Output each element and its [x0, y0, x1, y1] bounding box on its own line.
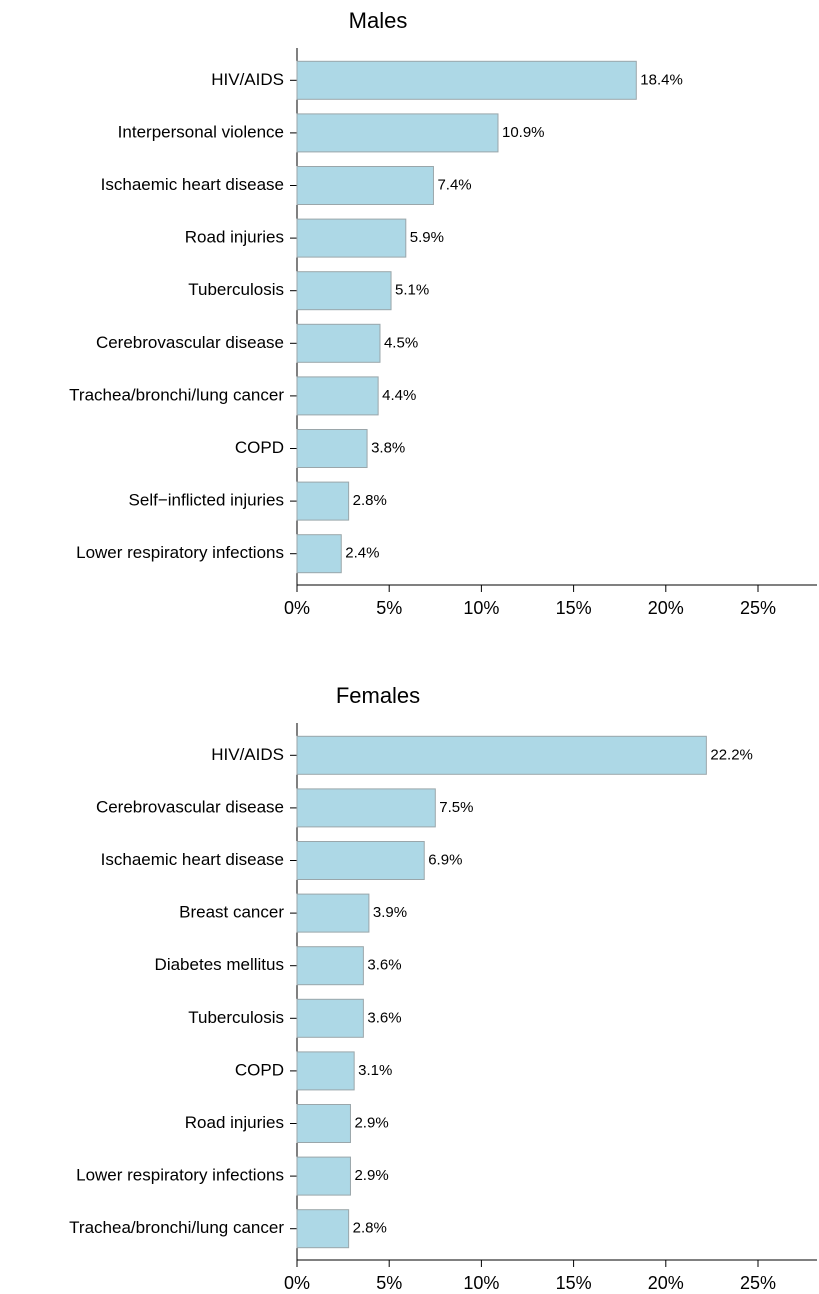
- x-tick-label: 10%: [463, 1273, 499, 1293]
- y-tick-label: Lower respiratory infections: [76, 543, 284, 562]
- y-tick-label: COPD: [235, 438, 284, 457]
- y-tick-label: Diabetes mellitus: [155, 955, 284, 974]
- value-label: 6.9%: [428, 851, 462, 868]
- chart-title: Males: [349, 8, 408, 33]
- y-tick-label: HIV/AIDS: [211, 745, 284, 764]
- value-label: 5.1%: [395, 282, 429, 299]
- value-label: 5.9%: [410, 229, 444, 246]
- x-tick-label: 0%: [284, 1273, 310, 1293]
- bar: [296, 1209, 350, 1249]
- y-tick-label: Cerebrovascular disease: [96, 797, 284, 816]
- value-label: 2.8%: [353, 1220, 387, 1237]
- bar: [296, 271, 392, 311]
- value-label: 3.6%: [367, 957, 401, 974]
- bar: [296, 946, 364, 986]
- bar: [296, 735, 707, 775]
- value-label: 4.5%: [384, 334, 418, 351]
- y-tick-label: Cerebrovascular disease: [96, 333, 284, 352]
- bar: [296, 1104, 351, 1143]
- y-tick-label: Road injuries: [185, 1113, 284, 1132]
- y-tick-label: Tuberculosis: [188, 1008, 284, 1027]
- bar: [296, 841, 425, 880]
- bar: [296, 113, 499, 153]
- chart-title: Females: [336, 683, 420, 708]
- bar: [296, 893, 370, 933]
- x-tick-label: 0%: [284, 598, 310, 618]
- value-label: 2.4%: [345, 545, 379, 562]
- bar: [296, 166, 434, 205]
- value-label: 3.1%: [358, 1062, 392, 1079]
- value-label: 7.5%: [439, 799, 473, 816]
- bar: [296, 218, 407, 258]
- bar: [296, 1156, 351, 1196]
- y-tick-label: Self−inflicted injuries: [129, 491, 284, 510]
- y-tick-label: HIV/AIDS: [211, 70, 284, 89]
- value-label: 22.2%: [710, 746, 753, 763]
- value-label: 3.8%: [371, 439, 405, 456]
- bar: [296, 788, 436, 828]
- bar: [296, 1051, 355, 1091]
- y-tick-label: Lower respiratory infections: [76, 1166, 284, 1185]
- value-label: 2.8%: [353, 492, 387, 509]
- value-label: 18.4%: [640, 71, 683, 88]
- bar: [296, 481, 350, 521]
- bar: [296, 998, 364, 1038]
- value-label: 10.9%: [502, 124, 545, 141]
- y-tick-label: Road injuries: [185, 228, 284, 247]
- value-label: 3.9%: [373, 904, 407, 921]
- x-tick-label: 15%: [556, 598, 592, 618]
- x-tick-label: 20%: [648, 598, 684, 618]
- y-tick-label: Ischaemic heart disease: [101, 850, 284, 869]
- bar: [296, 534, 342, 574]
- y-tick-label: Breast cancer: [179, 903, 284, 922]
- y-tick-label: Trachea/bronchi/lung cancer: [69, 1218, 284, 1237]
- y-tick-label: COPD: [235, 1060, 284, 1079]
- bar: [296, 429, 368, 468]
- value-label: 2.9%: [354, 1114, 388, 1131]
- value-label: 4.4%: [382, 387, 416, 404]
- value-label: 7.4%: [437, 176, 471, 193]
- bar: [296, 376, 379, 416]
- value-label: 2.9%: [354, 1167, 388, 1184]
- x-tick-label: 5%: [376, 598, 402, 618]
- x-tick-label: 20%: [648, 1273, 684, 1293]
- bar: [296, 323, 381, 363]
- y-tick-label: Trachea/bronchi/lung cancer: [69, 385, 284, 404]
- x-tick-label: 25%: [740, 1273, 776, 1293]
- x-tick-label: 10%: [463, 598, 499, 618]
- value-label: 3.6%: [367, 1009, 401, 1026]
- x-tick-label: 25%: [740, 598, 776, 618]
- bar: [296, 60, 637, 100]
- x-tick-label: 5%: [376, 1273, 402, 1293]
- y-tick-label: Interpersonal violence: [118, 122, 284, 141]
- x-tick-label: 15%: [556, 1273, 592, 1293]
- y-tick-label: Tuberculosis: [188, 280, 284, 299]
- y-tick-label: Ischaemic heart disease: [101, 175, 284, 194]
